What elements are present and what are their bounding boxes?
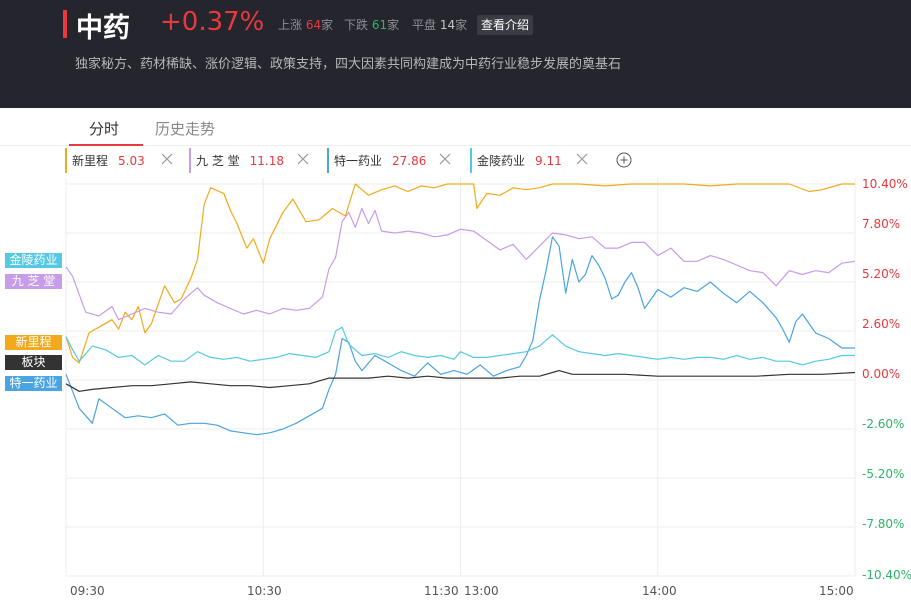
stock-tag-name: 金陵药业 <box>477 154 526 168</box>
down-count: 61 <box>371 18 388 32</box>
title-accent-bar <box>63 10 67 38</box>
flat-count: 14 <box>439 18 456 32</box>
x-tick-label: 10:30 <box>247 584 282 598</box>
tab-history[interactable]: 历史走势 <box>155 120 216 138</box>
flat-label: 平盘 <box>412 18 437 32</box>
x-tick-label: 14:00 <box>642 584 677 598</box>
up-count-stat: 上涨 64家 <box>278 16 333 33</box>
y-tick-label: 0.00% <box>862 367 901 381</box>
side-label-jiuzhitang: 九 芝 堂 <box>5 274 62 289</box>
y-tick-label: 2.60% <box>862 317 901 331</box>
side-label-xinlicheng: 新里程 <box>5 335 62 350</box>
down-count-stat: 下跌 61家 <box>344 16 399 33</box>
page-title: 中药 <box>76 13 130 44</box>
stock-tag-name: 新里程 <box>72 154 109 168</box>
y-tick-label: -5.20% <box>862 467 905 481</box>
stock-tag-price: 27.86 <box>392 153 427 168</box>
sector-description: 独家秘方、药材稀缺、涨价逻辑、政策支持，四大因素共同构建成为中药行业稳步发展的奠… <box>75 57 622 72</box>
close-icon[interactable] <box>297 153 309 165</box>
side-label-teyi: 特一药业 <box>5 376 62 391</box>
close-icon[interactable] <box>439 153 451 165</box>
close-icon[interactable] <box>576 153 588 165</box>
series-line-新里程 <box>65 183 855 364</box>
stock-tag-jinling[interactable]: 金陵药业 9.11 <box>470 148 596 173</box>
stock-tag-price: 9.11 <box>535 153 562 168</box>
y-tick-label: 7.80% <box>862 217 901 231</box>
x-tick-label: 13:00 <box>464 584 499 598</box>
stock-tag-price: 5.03 <box>118 153 145 168</box>
stock-tag-xinlicheng[interactable]: 新里程 5.03 <box>65 148 181 173</box>
flat-count-stat: 平盘 14家 <box>412 16 467 33</box>
view-intro-button[interactable]: 查看介绍 <box>477 15 534 35</box>
series-line-九芝堂 <box>65 207 856 321</box>
y-tick-label: 5.20% <box>862 267 901 281</box>
up-label: 上涨 <box>278 18 303 32</box>
up-unit: 家 <box>321 18 334 32</box>
y-tick-label: -10.40% <box>862 568 911 582</box>
index-change: +0.37% <box>160 7 265 37</box>
stock-tag-name: 九 芝 堂 <box>196 154 240 168</box>
series-line-板块 <box>65 370 856 392</box>
flat-unit: 家 <box>455 18 468 32</box>
y-tick-label: 10.40% <box>862 177 908 191</box>
series-line-金陵药业 <box>65 326 855 366</box>
down-unit: 家 <box>387 18 400 32</box>
stock-tag-price: 11.18 <box>249 153 284 168</box>
series-line-特一药业 <box>65 236 855 436</box>
close-icon[interactable] <box>161 153 173 165</box>
add-stock-icon[interactable] <box>616 152 632 168</box>
x-tick-label: 09:30 <box>70 584 105 598</box>
stock-tag-jiuzhitang[interactable]: 九 芝 堂 11.18 <box>189 148 317 173</box>
stock-tag-name: 特一药业 <box>334 154 383 168</box>
x-tick-label: 15:00 <box>819 584 854 598</box>
header: 中药 +0.37% 上涨 64家 下跌 61家 平盘 14家 查看介绍 独家秘方… <box>0 0 911 108</box>
tab-divider <box>0 145 911 146</box>
stock-tag-teyi[interactable]: 特一药业 27.86 <box>327 148 459 173</box>
down-label: 下跌 <box>344 18 369 32</box>
x-tick-label: 11:30 <box>424 584 459 598</box>
side-label-jinling: 金陵药业 <box>5 253 62 268</box>
up-count: 64 <box>305 18 322 32</box>
tab-intraday[interactable]: 分时 <box>89 120 120 138</box>
y-tick-label: -2.60% <box>862 417 905 431</box>
y-tick-label: -7.80% <box>862 517 905 531</box>
side-label-sector: 板块 <box>5 355 62 370</box>
active-tab-underline <box>69 144 143 146</box>
